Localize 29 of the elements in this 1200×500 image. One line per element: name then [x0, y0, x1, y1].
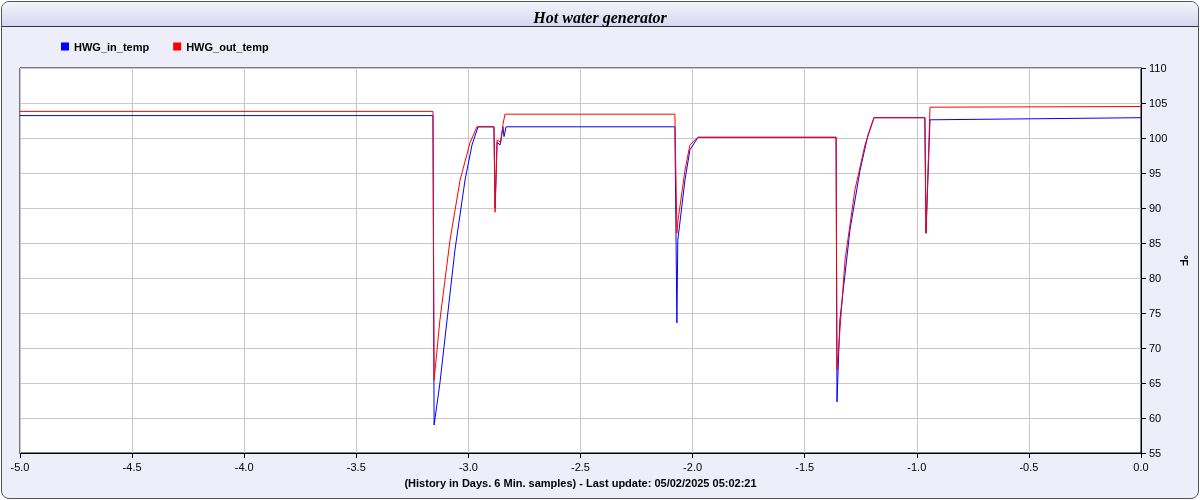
x-tick-label: -2.5 — [571, 460, 590, 473]
y-tick-label: 90 — [1149, 202, 1162, 214]
x-tick-label: -4.0 — [234, 460, 254, 473]
y-tick-label: 80 — [1149, 272, 1162, 284]
y-tick-label: 105 — [1149, 97, 1168, 109]
y-tick-label: 95 — [1149, 167, 1162, 179]
line-series — [19, 106, 1142, 381]
legend-label: HWG_in_temp — [74, 40, 150, 53]
x-tick-label: -1.5 — [795, 460, 815, 473]
y-tick-label: 70 — [1149, 342, 1162, 354]
legend-label: HWG_out_temp — [186, 40, 269, 53]
y-tick-label: 100 — [1149, 132, 1168, 144]
y-tick-label: 55 — [1149, 447, 1162, 459]
y-tick-label: 65 — [1149, 377, 1162, 389]
x-tick-label: -5.0 — [10, 460, 30, 473]
x-tick-label: -1.0 — [907, 460, 927, 473]
chart-title: Hot water generator — [532, 8, 668, 27]
x-tick-label: -0.5 — [1019, 460, 1039, 473]
x-tick-label: 0.0 — [1133, 460, 1149, 473]
y-tick-label: 85 — [1149, 237, 1162, 249]
y-tick-label: 110 — [1149, 62, 1167, 74]
x-tick-label: -3.5 — [346, 460, 366, 473]
y-tick-label: 75 — [1149, 307, 1162, 319]
x-tick-label: -4.5 — [122, 460, 142, 473]
x-tick-label: -2.0 — [683, 460, 703, 473]
y-tick-label: 60 — [1149, 412, 1162, 424]
x-axis-title: (History in Days. 6 Min. samples) - Last update: 05/02/2025 05:02:21 — [404, 476, 757, 489]
y-axis-title: °F — [1177, 254, 1190, 267]
x-tick-label: -3.0 — [458, 460, 478, 473]
